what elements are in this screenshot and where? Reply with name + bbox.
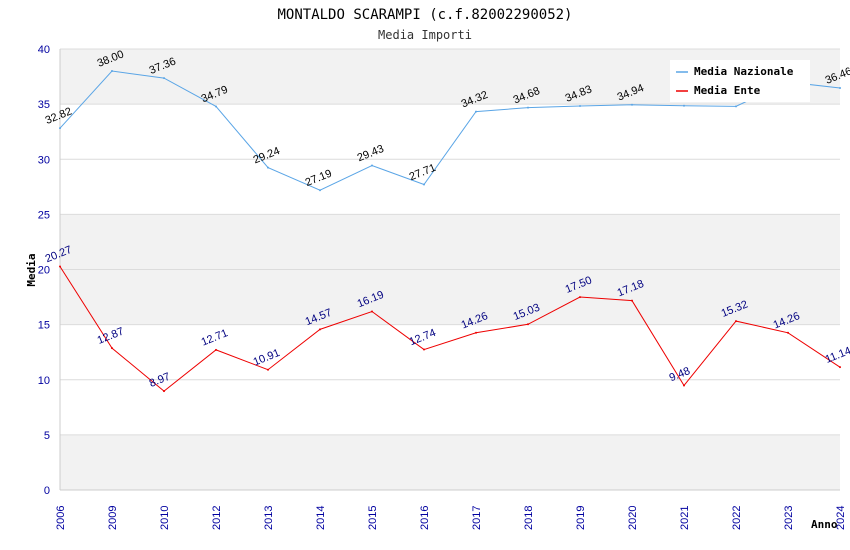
x-tick-label: 2022: [731, 506, 743, 530]
series-line-media-ente: [59, 266, 841, 392]
background-bands: [60, 49, 840, 490]
x-tick-label: 2021: [679, 506, 691, 530]
data-point: [839, 366, 841, 369]
band-15: [60, 269, 840, 325]
x-tick-label: 2023: [783, 506, 795, 530]
data-point: [735, 105, 737, 108]
x-tick-label: 2017: [471, 506, 483, 530]
y-axis-title: Media: [25, 253, 38, 286]
data-point: [683, 384, 685, 387]
band-5: [60, 379, 840, 435]
data-point: [111, 347, 113, 350]
x-tick-labels: 2006 2009 2010 2012 2013 2014 2015 2016 2017 2018…: [55, 506, 847, 530]
data-point: [423, 348, 425, 351]
x-tick-label: 2019: [575, 506, 587, 530]
legend-box: [670, 60, 810, 102]
data-point: [371, 310, 373, 313]
x-tick-label: 2009: [107, 506, 119, 530]
data-point: [267, 368, 269, 371]
axes: [59, 49, 840, 491]
y-tick-labels: 0 5 10 15 20 25 30 35 40: [38, 44, 50, 497]
data-point: [215, 348, 217, 351]
band-20: [60, 214, 840, 270]
y-tick-label: 0: [44, 485, 50, 497]
data-point: [839, 87, 841, 90]
y-tick-label: 35: [38, 99, 50, 111]
x-tick-label: 2006: [55, 506, 67, 530]
band-0: [60, 434, 840, 490]
data-point: [527, 106, 529, 109]
data-point: [475, 331, 477, 334]
data-point: [683, 104, 685, 107]
legend-label-media-nazionale: Media Nazionale: [694, 65, 794, 78]
chart-subtitle: Media Importi: [378, 28, 472, 42]
data-point: [163, 390, 165, 393]
chart-title: MONTALDO SCARAMPI (c.f.82002290052): [277, 7, 572, 23]
y-tick-label: 10: [38, 375, 50, 387]
series-line-media-nazionale: [59, 70, 841, 191]
band-10: [60, 324, 840, 380]
x-tick-label: 2010: [159, 506, 171, 530]
y-tick-label: 5: [44, 430, 50, 442]
legend: Media Nazionale Media Ente: [670, 60, 810, 102]
y-tick-label: 30: [38, 154, 50, 166]
data-point: [631, 299, 633, 302]
data-point: [579, 296, 581, 299]
data-point: [267, 166, 269, 169]
data-point: [59, 127, 61, 130]
data-point: [423, 183, 425, 186]
data-point: [111, 70, 113, 73]
y-tick-label: 15: [38, 320, 50, 332]
data-point: [319, 189, 321, 192]
legend-label-media-ente: Media Ente: [694, 84, 761, 97]
y-tick-label: 20: [38, 265, 50, 277]
data-point: [527, 323, 529, 326]
data-point: [215, 105, 217, 108]
x-tick-label: 2015: [367, 506, 379, 530]
data-point: [787, 331, 789, 334]
data-point: [319, 328, 321, 331]
x-tick-label: 2016: [419, 506, 431, 530]
series-lines: [59, 70, 841, 393]
data-point: [631, 103, 633, 106]
data-point: [371, 164, 373, 167]
x-tick-label: 2020: [627, 506, 639, 530]
x-axis-title: Anno: [811, 518, 838, 531]
data-point: [163, 77, 165, 80]
data-point: [735, 320, 737, 323]
band-25: [60, 159, 840, 215]
data-point: [59, 265, 61, 268]
x-tick-label: 2013: [263, 506, 275, 530]
x-tick-label: 2012: [211, 506, 223, 530]
x-tick-label: 2018: [523, 506, 535, 530]
y-tick-label: 25: [38, 209, 50, 221]
x-tick-label: 2024: [835, 506, 847, 530]
band-30: [60, 104, 840, 160]
data-point: [579, 104, 581, 107]
x-tick-label: 2014: [315, 506, 327, 530]
y-tick-label: 40: [38, 44, 50, 56]
data-point: [475, 110, 477, 113]
